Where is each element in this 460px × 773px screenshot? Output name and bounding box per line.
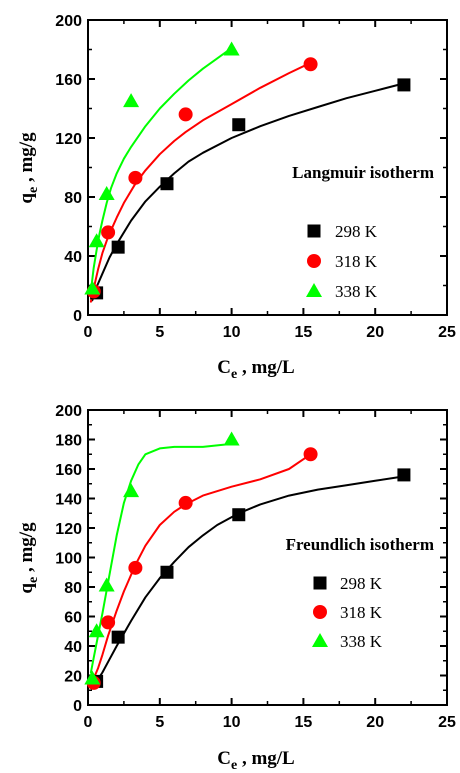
y-tick-label: 20 [64, 669, 82, 686]
x-tick-label: 5 [155, 324, 164, 341]
data-point-338k [123, 483, 140, 498]
data-point-338k [84, 670, 101, 685]
fit-curve-298k [91, 82, 405, 302]
x-tick-label: 15 [295, 714, 313, 731]
y-axis-label: qe , mg/g [16, 132, 41, 204]
isotherm-annotation: Langmuir isotherm [292, 163, 434, 182]
legend-marker [306, 283, 322, 297]
y-tick-label: 100 [55, 551, 82, 568]
data-point-338k [98, 577, 115, 592]
y-tick-label: 80 [64, 580, 82, 597]
x-tick-label: 25 [438, 324, 456, 341]
plot-frame [87, 409, 448, 706]
y-tick-label: 200 [55, 13, 82, 30]
data-point-318k [178, 495, 193, 510]
legend-label: 298 K [335, 222, 378, 241]
chart-panel-2: 0 5 10 15 20 25 0 20 40 60 80 100 120 140 160 180 200 Fre… [16, 403, 456, 773]
legend-marker [307, 224, 321, 238]
y-tick-label: 180 [55, 433, 82, 450]
legend-marker [313, 605, 327, 619]
y-tick-label: 40 [64, 249, 82, 266]
legend-label: 338 K [340, 632, 383, 651]
data-point-338k [98, 186, 115, 201]
y-tick-label: 0 [73, 308, 82, 325]
data-point-338k [88, 233, 105, 248]
x-tick-label: 20 [366, 324, 384, 341]
y-tick-label: 200 [55, 403, 82, 420]
y-tick-label: 0 [73, 698, 82, 715]
data-point-298k [111, 240, 125, 254]
data-point-318k [128, 170, 143, 185]
y-tick-label: 80 [64, 190, 82, 207]
data-point-338k [223, 431, 240, 446]
data-point-318k [303, 447, 318, 462]
x-tick-label: 5 [155, 714, 164, 731]
fit-curve-318k [89, 61, 312, 303]
fit-curve-298k [91, 475, 405, 689]
y-tick-label: 160 [55, 72, 82, 89]
data-point-298k [397, 78, 411, 92]
x-tick-label: 0 [84, 714, 93, 731]
legend-marker [312, 633, 328, 647]
x-tick-label: 20 [366, 714, 384, 731]
legend-marker [313, 576, 327, 590]
data-point-318k [128, 560, 143, 575]
legend-marker [307, 254, 321, 268]
data-point-298k [111, 630, 125, 644]
x-tick-label: 10 [223, 714, 241, 731]
x-tick-label: 25 [438, 714, 456, 731]
data-point-298k [160, 565, 174, 579]
data-point-318k [303, 57, 318, 72]
data-point-318k [178, 107, 193, 122]
data-point-298k [232, 508, 246, 522]
data-point-338k [84, 280, 101, 295]
data-point-318k [101, 615, 116, 630]
data-point-298k [160, 177, 174, 191]
legend-label: 338 K [335, 282, 378, 301]
y-axis-label: qe , mg/g [16, 522, 41, 594]
data-point-338k [123, 93, 140, 108]
y-tick-label: 120 [55, 131, 82, 148]
data-point-298k [397, 468, 411, 482]
data-point-338k [223, 41, 240, 56]
y-tick-label: 40 [64, 639, 82, 656]
x-axis-label: Ce , mg/L [217, 357, 294, 382]
data-point-298k [232, 118, 246, 132]
x-tick-label: 0 [84, 324, 93, 341]
y-tick-label: 60 [64, 610, 82, 627]
y-tick-label: 140 [55, 492, 82, 509]
data-point-338k [88, 623, 105, 638]
fit-curve-318k [89, 453, 312, 684]
y-tick-label: 120 [55, 521, 82, 538]
x-tick-label: 10 [223, 324, 241, 341]
legend-label: 298 K [340, 574, 383, 593]
y-tick-label: 160 [55, 462, 82, 479]
legend-label: 318 K [335, 252, 378, 271]
x-tick-label: 15 [295, 324, 313, 341]
isotherm-annotation: Freundlich isotherm [286, 535, 434, 554]
data-point-318k [101, 225, 116, 240]
legend-label: 318 K [340, 603, 383, 622]
x-axis-label: Ce , mg/L [217, 748, 294, 773]
chart-panel-1: 0 5 10 15 20 25 0 40 80 120 160 200 Langmuir isother… [16, 13, 456, 382]
